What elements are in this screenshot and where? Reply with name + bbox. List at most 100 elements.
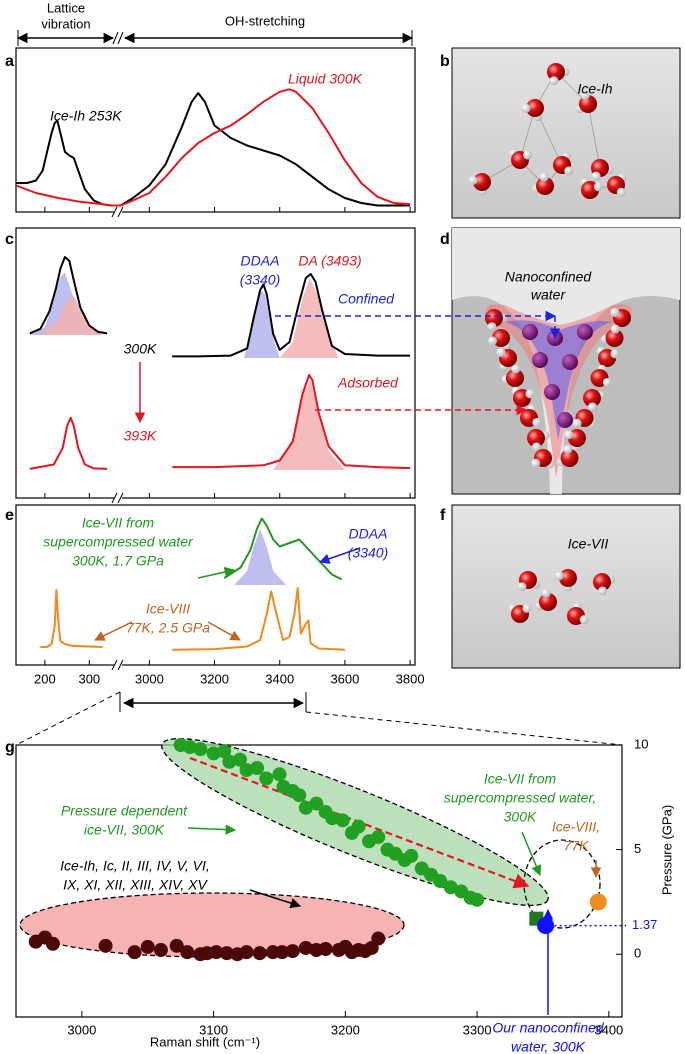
y-tick-label: 10 [634, 736, 648, 751]
point [180, 945, 195, 960]
point [209, 945, 224, 960]
annotation-arrow [207, 621, 241, 641]
panel-label: e [5, 507, 14, 524]
point [318, 942, 333, 956]
reference-label: 1.37 [632, 917, 657, 932]
confined-molecule [544, 384, 560, 400]
x-tick-label: 3300 [463, 1022, 492, 1037]
annotation: DDAA [349, 526, 388, 542]
point [193, 742, 208, 757]
x-tick-label: 3200 [200, 671, 229, 686]
x-tick-label: 3400 [265, 671, 294, 686]
point [239, 763, 254, 778]
hydrogen [539, 172, 549, 182]
oxygen [559, 569, 577, 587]
annotation: Confined [338, 291, 395, 307]
annotation: 393K [124, 428, 157, 444]
point [371, 830, 386, 845]
y-tick-label: 5 [634, 841, 641, 856]
molecule [508, 603, 532, 623]
molecule [567, 602, 589, 625]
annotation-arrow [94, 621, 133, 641]
spectrum-line [223, 517, 343, 581]
axis-break [111, 659, 124, 671]
hydrogen [522, 603, 532, 613]
spectrum-line [29, 256, 108, 335]
point [250, 761, 265, 776]
x-tick-label: 200 [34, 671, 56, 686]
hydrogen [487, 322, 497, 332]
image-label: water [531, 287, 567, 303]
point [443, 880, 458, 895]
molecule [468, 173, 491, 196]
y-tick-label: 0 [634, 946, 641, 961]
oxygen [539, 593, 557, 611]
hydrogen [523, 150, 533, 160]
hydrogen [521, 103, 531, 113]
oxygen [506, 369, 524, 387]
component-area [273, 379, 345, 470]
image-label: Ice-Ih [577, 81, 612, 97]
annotation: Adsorbed [337, 375, 399, 391]
x-axis-label: Raman shift (cm⁻¹) [150, 1034, 260, 1049]
molecule [535, 588, 557, 611]
bond [519, 107, 536, 161]
panel-frame [15, 227, 416, 499]
molecule [527, 429, 550, 452]
molecule [590, 364, 612, 387]
point [219, 946, 234, 961]
oxygen [583, 389, 601, 407]
header-text: OH-stretching [225, 13, 305, 28]
point [351, 819, 366, 834]
panel-frame [15, 47, 416, 213]
point [252, 946, 267, 961]
panel-frame [15, 504, 416, 666]
annotation: Liquid 300K [288, 71, 363, 87]
point [298, 940, 313, 955]
hydrogen [531, 458, 541, 468]
hydrogen [610, 307, 620, 317]
spectrum-line [16, 92, 411, 207]
point [98, 938, 113, 953]
x-tick-label: 3000 [67, 1022, 96, 1037]
molecule [572, 409, 596, 429]
point [272, 767, 287, 782]
oxygen [605, 329, 624, 347]
hydrogen [517, 582, 527, 592]
annotation: 77K, 2.5 GPa [126, 620, 210, 636]
panel-label: a [5, 53, 14, 70]
confined-molecule [532, 352, 548, 368]
image-label: Ice-VII [568, 536, 609, 552]
molecule [488, 329, 511, 351]
confined-molecule [577, 324, 593, 340]
hydrogen [563, 444, 573, 454]
annotation: IX, XI, XII, XIII, XIV, XV [63, 877, 208, 893]
point [335, 813, 350, 828]
molecule [593, 573, 616, 596]
annotation: 300K [504, 809, 537, 825]
oxygen [593, 573, 611, 591]
axis-break [112, 31, 124, 45]
molecule [564, 429, 586, 452]
molecule [583, 389, 606, 412]
molecule [521, 99, 544, 122]
break-gap [114, 493, 122, 503]
annotation: DDAA [241, 253, 280, 269]
x-tick-label: 3600 [330, 671, 359, 686]
point [259, 771, 274, 786]
point [325, 811, 340, 826]
annotation: Ice-VIII [146, 601, 190, 617]
point [232, 752, 247, 767]
point [169, 938, 184, 953]
confined-molecule [562, 354, 578, 370]
panel-label: b [440, 53, 450, 70]
group-ellipse [19, 892, 405, 958]
point [537, 917, 555, 935]
hydrogen [525, 389, 535, 399]
zoom-line [305, 711, 623, 746]
x-tick-label: 3800 [396, 671, 425, 686]
point [127, 945, 142, 960]
spectrum-line [15, 88, 411, 207]
annotation-arrow [187, 824, 237, 835]
annotation-arrow [521, 831, 542, 876]
